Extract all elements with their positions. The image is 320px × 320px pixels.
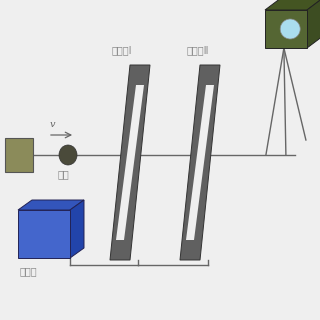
Polygon shape [265, 0, 320, 10]
Polygon shape [307, 0, 320, 48]
Text: v: v [50, 120, 55, 129]
Polygon shape [70, 200, 84, 258]
Polygon shape [18, 200, 84, 210]
Ellipse shape [59, 145, 77, 165]
Polygon shape [116, 85, 144, 240]
Bar [18, 210, 70, 258]
Bar [5, 138, 33, 172]
Text: 测速靶Ⅱ: 测速靶Ⅱ [187, 45, 209, 55]
Text: 破片: 破片 [58, 169, 70, 179]
Text: 计时器: 计时器 [20, 266, 38, 276]
Bar [265, 10, 307, 48]
Polygon shape [180, 65, 220, 260]
Polygon shape [110, 65, 150, 260]
Polygon shape [186, 85, 214, 240]
Text: 测速靶Ⅰ: 测速靶Ⅰ [112, 45, 132, 55]
Circle shape [280, 19, 300, 39]
